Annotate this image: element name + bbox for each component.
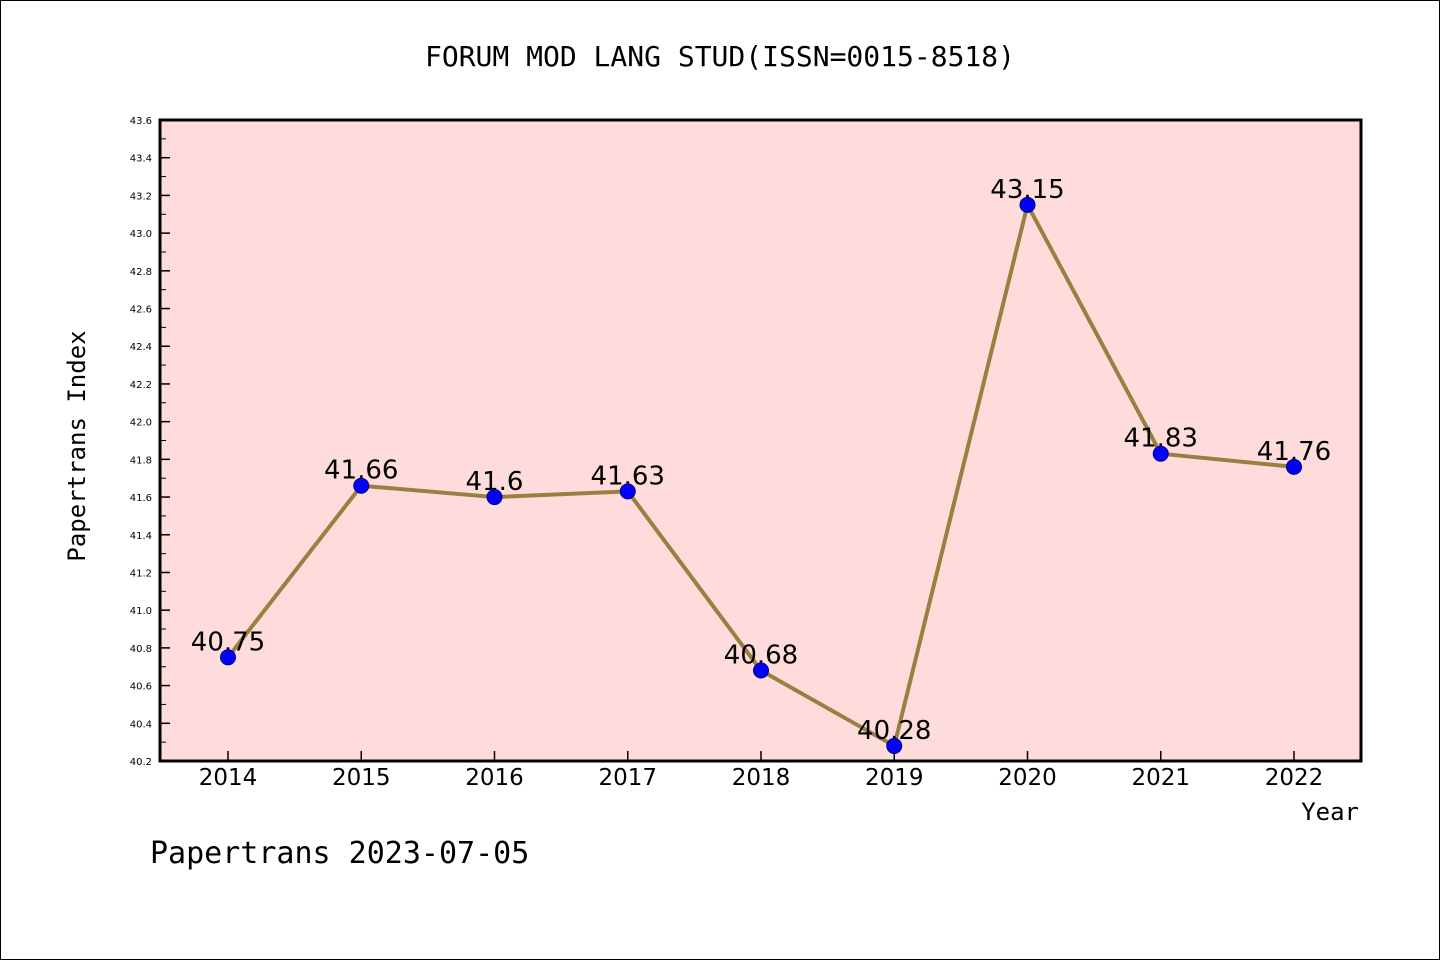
x-tick-label: 2022 (1265, 765, 1324, 791)
data-point (353, 477, 370, 494)
y-axis-label: Papertrans Index (63, 330, 91, 561)
x-axis-label: Year (1301, 798, 1359, 826)
x-axis-ticks: 2014 2015 2016 2017 2018 2019 2020 2021 2022 (199, 751, 1324, 791)
data-point (1286, 458, 1302, 475)
x-tick-label: 2015 (332, 765, 391, 791)
y-tick-label: 41.4 (130, 531, 152, 542)
y-tick-label: 43.2 (130, 191, 152, 202)
x-tick-label: 2017 (598, 765, 657, 791)
y-tick-label: 42.4 (130, 342, 152, 353)
x-tick-label: 2016 (465, 765, 524, 791)
x-tick-label: 2021 (1131, 765, 1190, 791)
x-tick-label: 2018 (732, 765, 791, 791)
x-tick-label: 2014 (199, 765, 258, 791)
y-axis-ticks: 40.2 40.4 40.6 40.8 41.0 41.2 41.4 41.6 41.8 42.0… (130, 116, 170, 768)
y-tick-label: 40.2 (130, 757, 152, 768)
data-point (1152, 445, 1169, 462)
y-tick-label: 40.4 (130, 719, 152, 730)
data-point (220, 649, 236, 666)
data-point (1019, 196, 1036, 213)
y-tick-label: 41.8 (130, 455, 152, 466)
data-point (486, 489, 503, 506)
y-tick-label: 42.0 (130, 418, 152, 429)
watermark-text: Papertrans 2023-07-05 (150, 836, 529, 871)
plot-area (158, 118, 1363, 763)
data-point (619, 483, 636, 500)
y-tick-label: 40.6 (130, 682, 152, 693)
y-tick-label: 43.0 (130, 229, 152, 240)
y-tick-label: 41.0 (130, 606, 152, 617)
data-point (753, 662, 769, 679)
y-tick-label: 41.6 (130, 493, 152, 504)
chart-title: FORUM MOD LANG STUD(ISSN=0015-8518) (425, 40, 1015, 73)
y-tick-label: 40.8 (130, 644, 152, 655)
y-tick-label: 42.2 (130, 380, 152, 391)
y-tick-label: 42.8 (130, 267, 152, 278)
x-tick-label: 2020 (998, 765, 1057, 791)
y-tick-label: 43.6 (130, 116, 152, 127)
y-tick-label: 41.2 (130, 568, 152, 579)
y-tick-label: 43.4 (130, 154, 152, 165)
data-point (886, 737, 903, 754)
x-tick-label: 2019 (865, 765, 924, 791)
y-tick-label: 42.6 (130, 305, 152, 316)
